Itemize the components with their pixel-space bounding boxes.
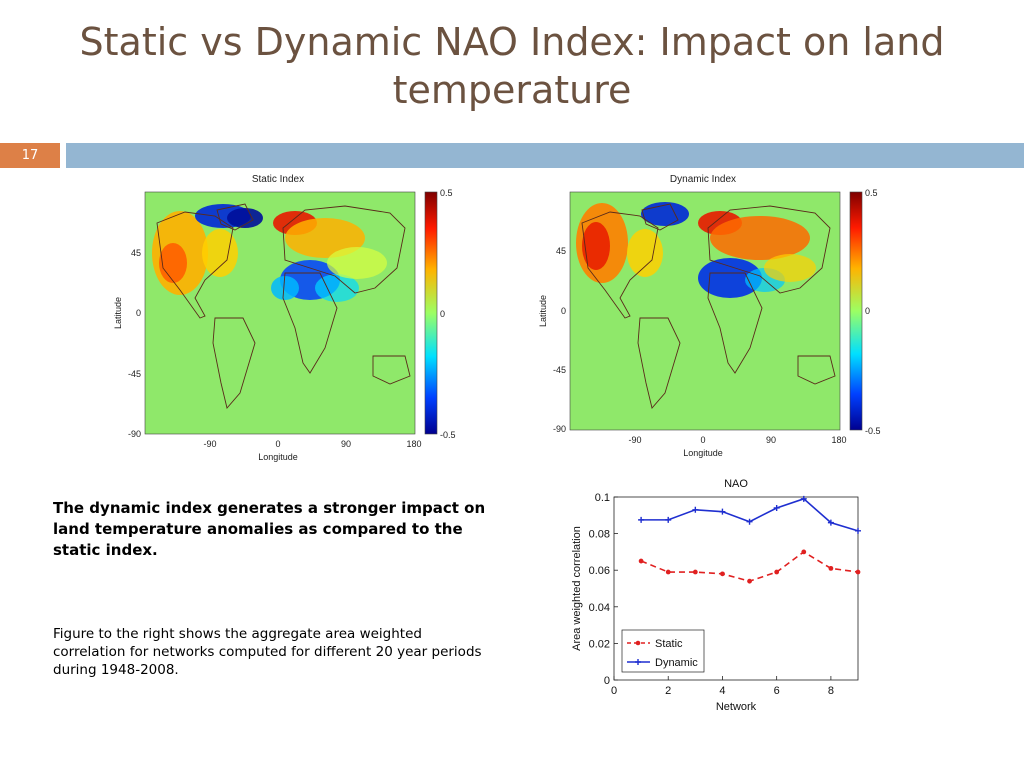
y-tick-label: -45 (553, 365, 566, 375)
y-tick-label: 0.1 (595, 492, 610, 504)
y-axis-label: Area weighted correlation (571, 526, 583, 651)
x-tick-label: 0 (700, 435, 705, 445)
map-title: Dynamic Index (670, 174, 736, 185)
data-point-static (855, 569, 861, 575)
x-axis-label: Longitude (258, 452, 298, 462)
colorbar-tick: 0.5 (440, 188, 453, 198)
data-point-static (638, 558, 644, 564)
colorbar-tick: 0 (865, 306, 870, 316)
data-point-static (774, 569, 780, 575)
x-tick-label: 90 (341, 439, 351, 449)
header-band (66, 143, 1024, 168)
data-point-static (801, 549, 807, 555)
legend-marker (635, 659, 641, 665)
figure-caption: Figure to the right shows the aggregate … (53, 626, 482, 678)
data-point-static (828, 565, 834, 571)
data-point-dynamic (773, 504, 780, 511)
data-point-dynamic (855, 527, 861, 534)
land-anomaly-patches (152, 204, 387, 302)
nao-correlation-chart: NAO 0 0.02 0.04 0.06 0.08 0.1 0 2 4 6 8 Network Area … (571, 478, 861, 713)
y-axis-label: Latitude (538, 295, 548, 327)
y-tick-label: 0 (604, 675, 610, 687)
y-tick-label: 0 (136, 308, 141, 318)
dynamic-index-map: Dynamic Index 0.5 0 -0.5 45 0 -45 -90 -9… (538, 174, 881, 458)
static-index-map: Static Index 0.5 0 -0.5 45 0 -45 -90 -90… (113, 174, 456, 462)
x-tick-label: 180 (406, 439, 421, 449)
legend-label: Dynamic (655, 657, 698, 669)
colorbar (849, 191, 863, 431)
y-tick-label: 0.06 (589, 565, 610, 577)
y-tick-label: -90 (553, 424, 566, 434)
data-point-dynamic (719, 508, 726, 515)
data-point-dynamic (638, 516, 645, 523)
y-tick-label: 45 (131, 248, 141, 258)
data-point-dynamic (746, 518, 753, 525)
main-statement: The dynamic index generates a stronger i… (53, 499, 486, 559)
x-tick-label: 8 (828, 685, 834, 697)
colorbar-tick: 0 (440, 309, 445, 319)
y-tick-label: 0.02 (589, 638, 610, 650)
legend-label: Static (655, 638, 683, 650)
x-axis-label: Longitude (683, 448, 723, 458)
x-tick-label: 0 (611, 685, 617, 697)
y-tick-label: -90 (128, 429, 141, 439)
x-tick-label: 180 (831, 435, 846, 445)
y-tick-label: 0.08 (589, 529, 610, 541)
data-point-static (720, 571, 725, 577)
y-tick-label: 0 (561, 306, 566, 316)
y-axis-label: Latitude (113, 297, 123, 329)
colorbar (424, 191, 438, 435)
y-tick-label: -45 (128, 369, 141, 379)
data-point-dynamic (665, 516, 672, 523)
data-point-static (692, 569, 698, 575)
colorbar-tick: -0.5 (865, 426, 881, 436)
data-point-static (747, 578, 752, 584)
x-tick-label: 90 (766, 435, 776, 445)
x-tick-label: 0 (275, 439, 280, 449)
x-tick-label: -90 (203, 439, 216, 449)
y-tick-label: 45 (556, 246, 566, 256)
map-title: Static Index (252, 174, 304, 185)
colorbar-tick: -0.5 (440, 430, 456, 440)
x-tick-label: 2 (665, 685, 671, 697)
coastline-outlines (581, 203, 836, 409)
x-tick-label: 6 (774, 685, 780, 697)
x-axis-label: Network (716, 701, 757, 713)
slide-title: Static vs Dynamic NAO Index: Impact on l… (79, 20, 945, 112)
legend-box (621, 629, 705, 673)
coastline-outlines (156, 203, 411, 409)
data-point-static (665, 569, 671, 575)
data-point-dynamic (827, 519, 834, 526)
legend-marker (635, 640, 641, 646)
x-tick-label: -90 (628, 435, 641, 445)
x-tick-label: 4 (719, 685, 725, 697)
data-point-dynamic (692, 506, 699, 513)
data-point-dynamic (800, 495, 807, 502)
colorbar-tick: 0.5 (865, 188, 878, 198)
slide-number: 17 (0, 143, 60, 168)
y-tick-label: 0.04 (589, 602, 610, 614)
chart-title: NAO (724, 478, 748, 490)
